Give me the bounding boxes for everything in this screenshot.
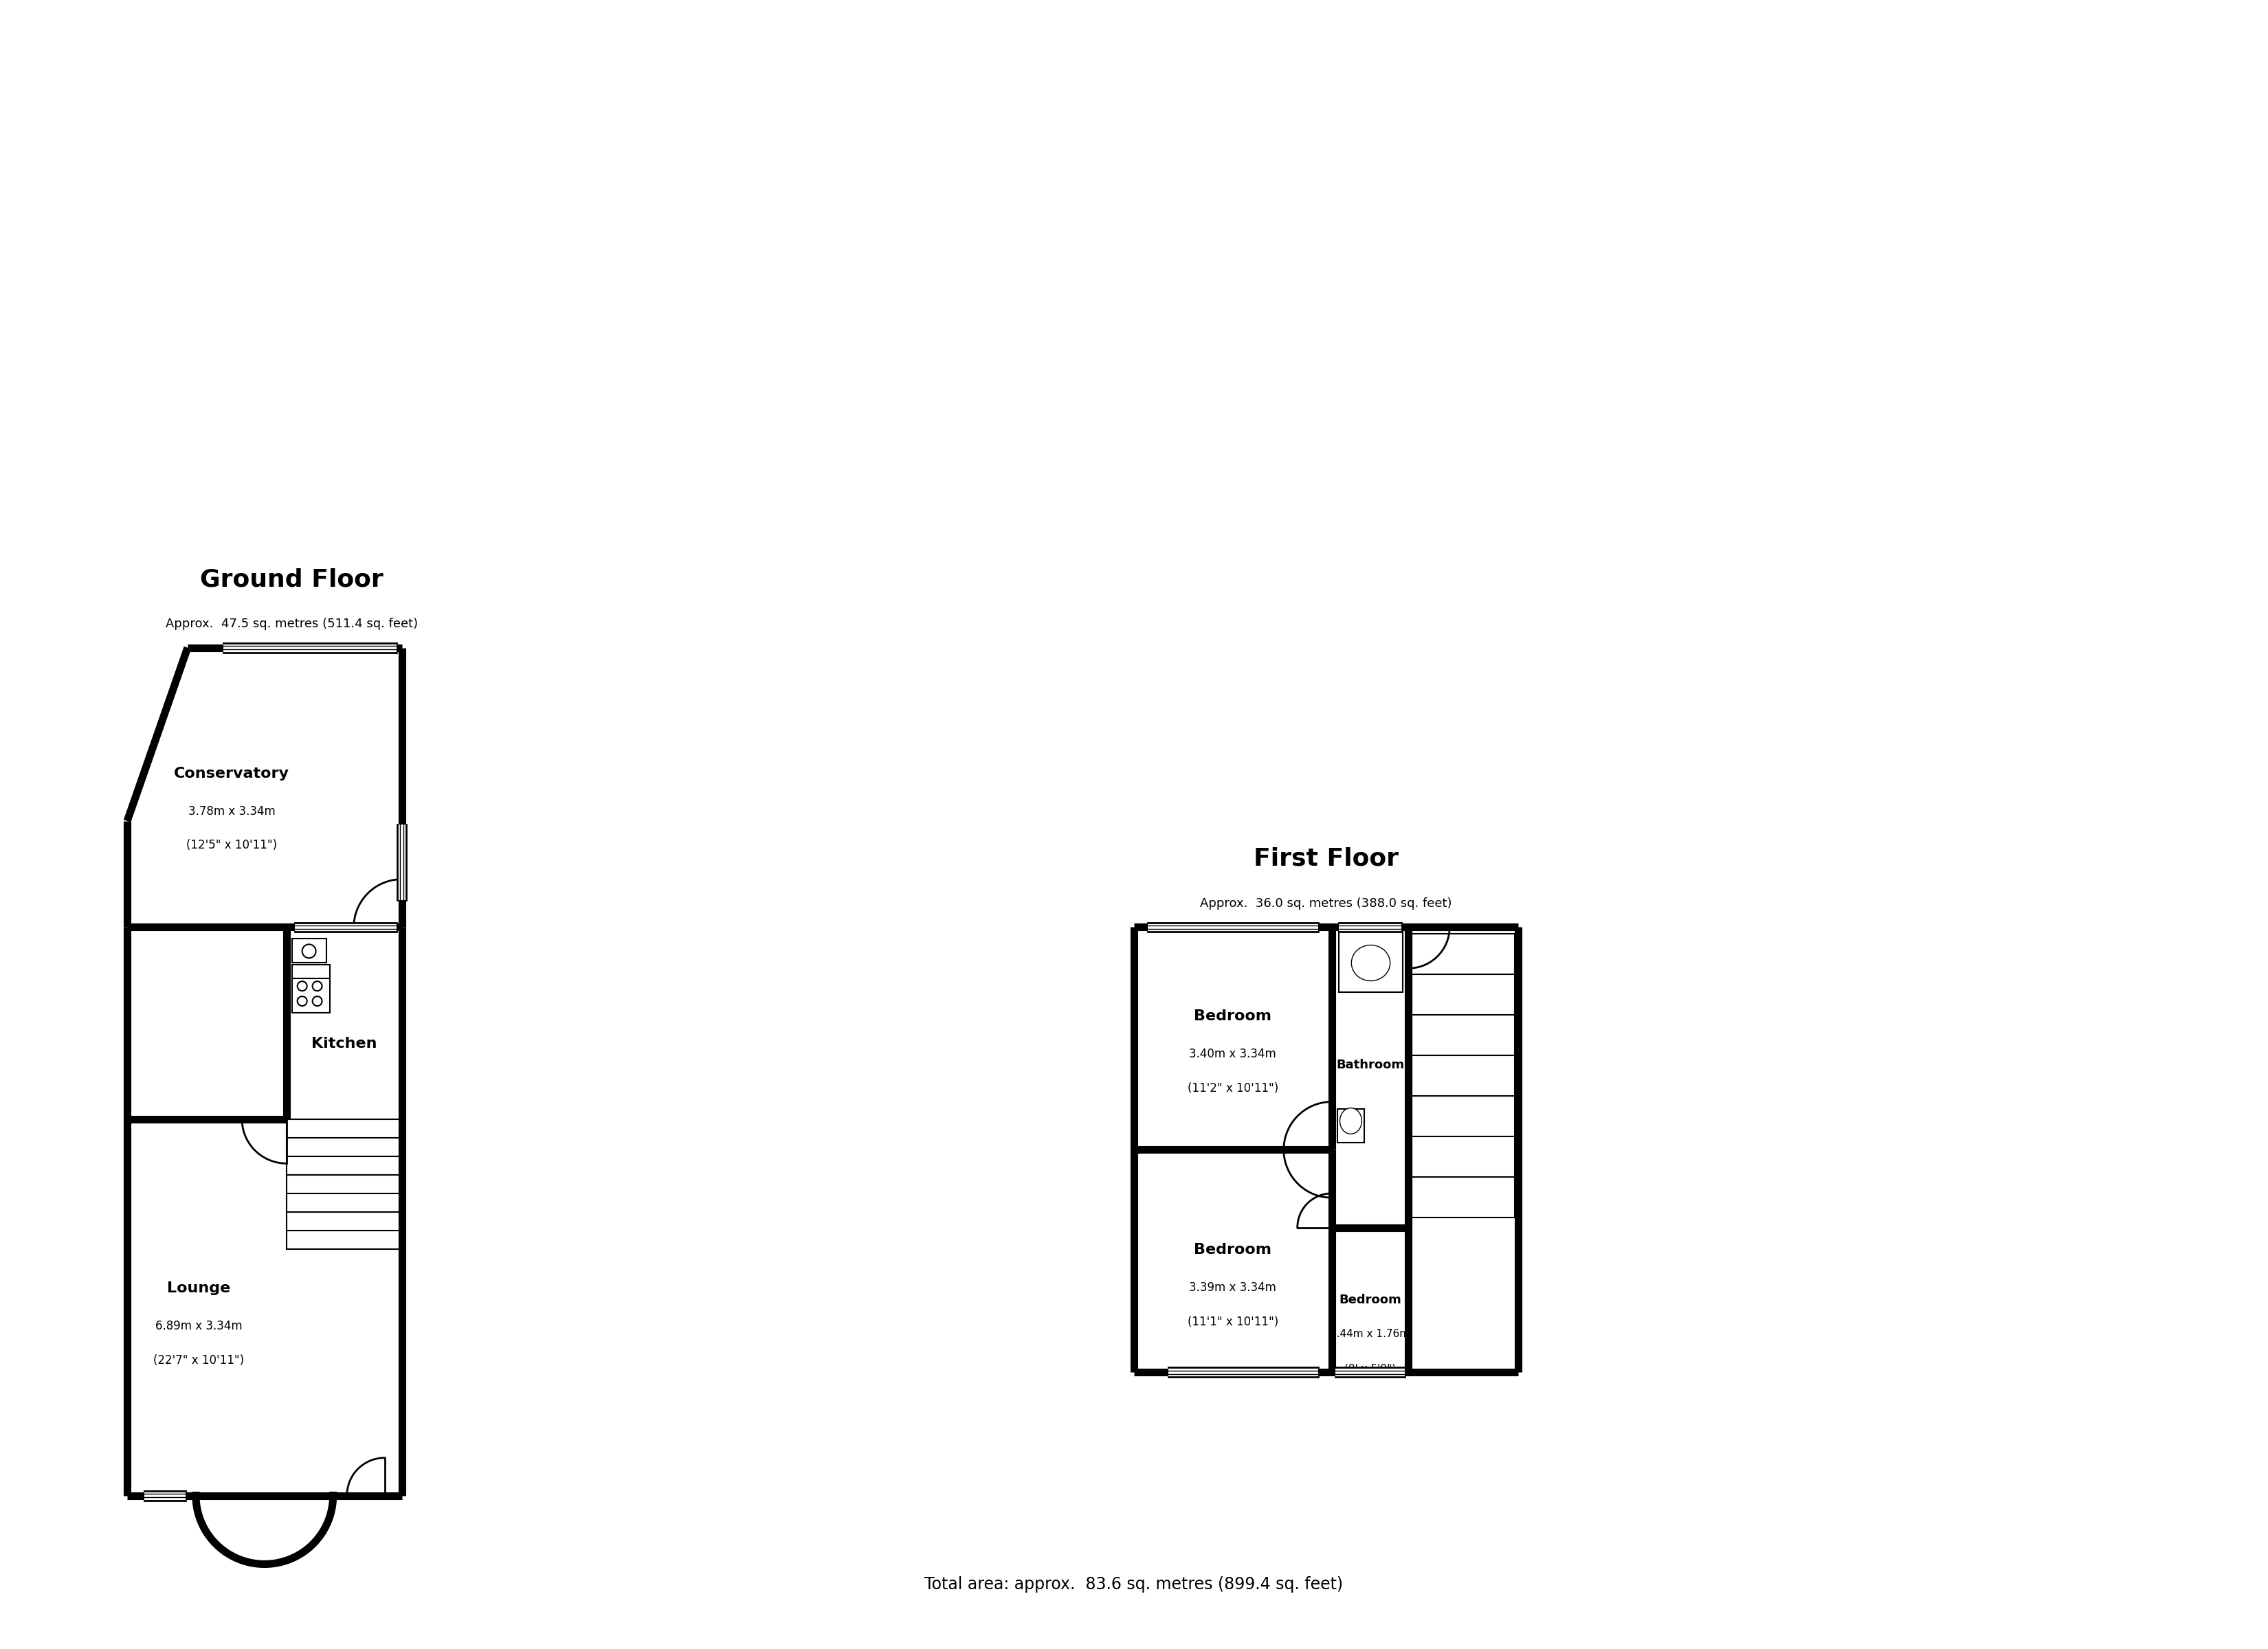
Text: Bathroom: Bathroom [1336, 1059, 1404, 1072]
Text: Kitchen: Kitchen [311, 1037, 376, 1050]
Ellipse shape [1340, 1108, 1361, 1135]
Text: 3.40m x 3.34m: 3.40m x 3.34m [1188, 1047, 1277, 1060]
Bar [293, 965, 329, 996]
Text: 3.78m x 3.34m: 3.78m x 3.34m [188, 805, 274, 818]
Text: First Floor: First Floor [1254, 848, 1399, 871]
Bar [1148, 922, 1318, 932]
Text: (12'5" x 10'11"): (12'5" x 10'11") [186, 839, 277, 851]
Bar [145, 1491, 186, 1501]
Text: Approx.  47.5 sq. metres (511.4 sq. feet): Approx. 47.5 sq. metres (511.4 sq. feet) [166, 617, 417, 630]
Text: Bedroom: Bedroom [1193, 1243, 1272, 1257]
Polygon shape [127, 1496, 401, 1565]
Text: 3.39m x 3.34m: 3.39m x 3.34m [1188, 1281, 1277, 1294]
Text: Bedroom: Bedroom [1193, 1009, 1272, 1022]
Ellipse shape [1352, 945, 1390, 981]
Bar [1338, 927, 1404, 993]
Bar [293, 938, 327, 963]
Text: (11'2" x 10'11"): (11'2" x 10'11") [1188, 1082, 1279, 1095]
Text: (11'1" x 10'11"): (11'1" x 10'11") [1188, 1316, 1279, 1327]
Text: Lounge: Lounge [168, 1281, 231, 1294]
Bar [1338, 1108, 1365, 1143]
Text: 2.44m x 1.76m: 2.44m x 1.76m [1329, 1329, 1411, 1339]
Bar [1168, 1367, 1318, 1377]
Text: 6.89m x 3.34m: 6.89m x 3.34m [154, 1319, 243, 1332]
Text: Ground Floor: Ground Floor [200, 567, 383, 590]
Text: Bedroom: Bedroom [1338, 1294, 1402, 1306]
Bar [295, 922, 397, 932]
Bar [1336, 1367, 1406, 1377]
Bar [222, 643, 397, 653]
Bar [293, 978, 329, 1012]
Bar [397, 824, 406, 900]
Text: (8' x 5'9"): (8' x 5'9") [1345, 1364, 1395, 1374]
Text: (22'7" x 10'11"): (22'7" x 10'11") [154, 1354, 245, 1367]
Text: Conservatory: Conservatory [175, 767, 290, 780]
Text: Approx.  36.0 sq. metres (388.0 sq. feet): Approx. 36.0 sq. metres (388.0 sq. feet) [1200, 897, 1452, 910]
Text: Total area: approx.  83.6 sq. metres (899.4 sq. feet): Total area: approx. 83.6 sq. metres (899… [925, 1576, 1343, 1593]
Bar [1338, 922, 1402, 932]
